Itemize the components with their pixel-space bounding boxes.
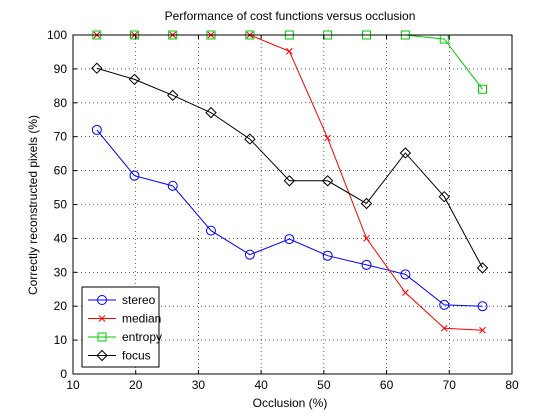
x-tick-label: 40 [254,378,268,392]
legend: stereo median entropy focus [81,286,162,368]
data-point-stereo [284,234,295,245]
y-tick-label: 40 [54,231,68,245]
data-point-focus [244,133,256,145]
x-tick-labels: 10 20 30 40 50 60 70 80 [66,378,519,392]
data-point-stereo [205,225,216,236]
data-point-stereo [129,170,140,181]
legend-item-focus: focus [88,349,151,363]
data-point-median [440,324,448,332]
legend-label: entropy [122,330,162,344]
x-tick-label: 70 [443,378,457,392]
y-tick-label: 50 [54,198,68,212]
marker-stroke [440,324,448,332]
data-point-median [363,235,370,242]
data-point-stereo [477,301,488,312]
y-tick-labels: 0 10 20 30 40 50 60 70 80 90 100 [47,28,67,381]
marker-stroke [324,134,331,142]
series-stereo [91,124,488,312]
data-point-focus [438,190,450,203]
y-tick-label: 90 [54,62,68,76]
series-line-stereo [96,129,483,307]
marker-stroke [363,235,370,242]
legend-item-stereo: stereo [88,293,156,307]
x-tick-label: 20 [129,378,143,392]
x-axis-title: Occlusion (%) [253,396,328,410]
y-tick-label: 20 [54,299,68,313]
y-tick-label: 60 [54,164,68,178]
data-point-focus [91,62,103,74]
marker-stroke [98,315,106,322]
data-point-stereo [361,259,372,270]
data-point-stereo [244,249,255,260]
data-point-stereo [91,124,102,135]
data-point-stereo [322,250,333,261]
chart-title: Performance of cost functions versus occ… [165,9,416,23]
data-point-focus [128,73,141,86]
data-point-stereo [167,180,178,191]
y-tick-label: 0 [60,367,67,381]
data-point-median [324,134,331,142]
data-point-stereo [400,269,411,280]
y-tick-label: 80 [54,96,68,110]
axis-ticks [72,34,513,375]
data-point-median [286,47,293,55]
data-point-focus [399,147,412,159]
legend-label: focus [122,349,151,363]
data-point-median [479,326,486,334]
y-axis-title: Correctly reconstructed pixels (%) [26,115,40,295]
series-line-focus [96,67,483,269]
y-tick-label: 30 [54,265,68,279]
data-point-focus [476,262,489,274]
data-point-focus [321,175,334,187]
data-point-focus [205,106,217,119]
series-focus [91,62,489,274]
x-tick-label: 10 [66,378,80,392]
x-tick-label: 80 [505,378,519,392]
y-tick-label: 70 [54,130,68,144]
x-tick-label: 30 [192,378,206,392]
x-tick-label: 50 [317,378,331,392]
marker-stroke [402,289,409,296]
grid-lines [73,35,512,374]
x-tick-label: 60 [380,378,394,392]
legend-marker [96,349,108,362]
marker-stroke [286,47,293,55]
data-point-focus [360,197,373,210]
legend-marker [98,315,106,322]
legend-marker [97,295,107,305]
y-tick-label: 100 [47,28,67,42]
legend-label: stereo [122,293,156,307]
legend-item-entropy: entropy [88,330,162,344]
legend-item-median: median [88,312,161,326]
data-point-focus [167,89,179,102]
legend-label: median [122,312,161,326]
data-point-stereo [439,299,450,310]
y-tick-label: 10 [54,333,68,347]
legend-marker [97,332,107,342]
data-point-entropy [478,84,488,94]
marker-stroke [479,326,486,334]
data-point-median [402,289,409,296]
data-point-focus [283,175,296,187]
